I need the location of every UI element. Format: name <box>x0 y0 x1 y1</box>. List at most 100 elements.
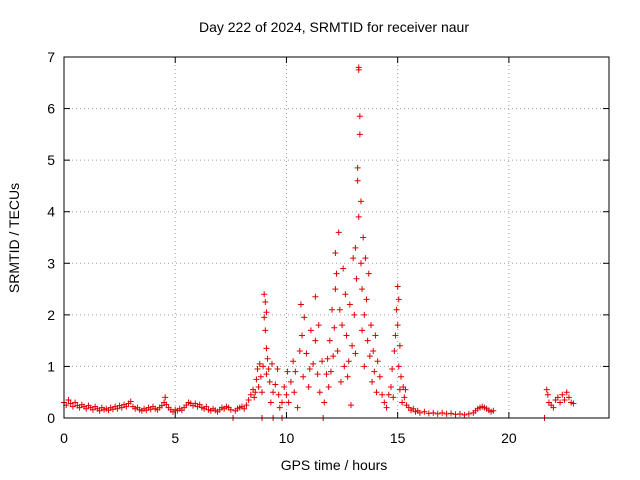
data-point <box>274 366 281 373</box>
data-point <box>354 164 361 171</box>
data-point <box>279 399 285 406</box>
data-point <box>362 255 369 262</box>
data-point <box>300 373 307 380</box>
data-point <box>570 400 577 407</box>
chart-title: Day 222 of 2024, SRMTID for receiver nau… <box>199 19 469 35</box>
data-point <box>292 368 299 375</box>
data-point <box>544 391 551 398</box>
data-point <box>69 403 76 410</box>
data-point <box>203 403 210 410</box>
data-point <box>281 384 288 391</box>
data-point <box>325 384 332 391</box>
data-point <box>333 270 340 277</box>
data-point <box>334 347 341 354</box>
data-point <box>67 400 74 407</box>
data-point <box>305 384 312 391</box>
data-point <box>395 296 402 303</box>
y-tick-label: 5 <box>47 152 55 168</box>
data-point <box>332 286 339 293</box>
data-point <box>262 298 269 305</box>
data-point <box>353 275 360 282</box>
data-point <box>434 410 441 417</box>
data-point <box>266 378 273 385</box>
data-point <box>257 373 264 380</box>
axis-ticks: 0 5 10 15 20 0 1 2 3 4 5 6 7 <box>47 49 609 446</box>
data-point <box>396 386 403 393</box>
data-point <box>319 358 326 365</box>
data-point <box>363 296 370 303</box>
data-point <box>265 366 272 373</box>
data-point <box>352 350 359 357</box>
data-point <box>196 401 203 408</box>
data-point <box>314 371 321 378</box>
data-point <box>267 399 274 406</box>
y-tick-label: 7 <box>47 49 55 65</box>
data-point <box>381 399 388 406</box>
data-point <box>367 322 374 329</box>
data-point <box>247 391 254 398</box>
y-tick-label: 2 <box>47 307 55 323</box>
data-point <box>345 358 352 365</box>
data-point <box>396 342 403 349</box>
y-tick-label: 1 <box>47 358 55 374</box>
data-point <box>255 384 262 391</box>
data-point <box>270 389 277 396</box>
x-tick-label: 15 <box>390 430 406 446</box>
data-point <box>162 394 169 401</box>
data-point <box>263 345 270 352</box>
y-tick-label: 3 <box>47 255 55 271</box>
data-point <box>285 399 292 406</box>
data-point <box>262 327 269 334</box>
data-point <box>65 396 72 403</box>
data-point <box>371 368 378 375</box>
data-point <box>402 386 409 393</box>
data-point <box>391 347 398 354</box>
data-point <box>343 332 350 339</box>
data-point <box>312 337 319 344</box>
data-point <box>563 389 570 396</box>
data-point <box>326 337 333 344</box>
data-point <box>243 402 250 409</box>
data-point <box>301 314 308 321</box>
data-point <box>89 406 96 413</box>
data-point <box>364 337 371 344</box>
data-point <box>261 314 268 321</box>
data-point <box>290 358 297 365</box>
data-point <box>390 394 397 401</box>
data-point <box>543 386 550 393</box>
data-point <box>315 322 322 329</box>
data-point <box>310 360 317 367</box>
data-point <box>557 399 564 406</box>
data-point <box>349 342 356 349</box>
data-point <box>245 396 252 403</box>
data-point <box>410 405 417 412</box>
data-point <box>561 396 568 403</box>
data-point <box>321 399 328 406</box>
data-point <box>376 373 383 380</box>
data-point <box>263 309 270 316</box>
data-point <box>350 255 357 262</box>
data-point <box>370 347 377 354</box>
data-point <box>332 249 339 256</box>
data-point <box>227 406 234 413</box>
x-axis-label: GPS time / hours <box>281 457 388 473</box>
data-point <box>461 411 468 418</box>
data-point <box>394 283 401 290</box>
data-point <box>324 355 331 362</box>
data-point <box>388 384 394 391</box>
data-point <box>379 391 386 398</box>
data-point <box>346 301 353 308</box>
data-point <box>253 376 260 383</box>
data-point <box>398 373 405 380</box>
data-point <box>258 389 265 396</box>
y-tick-label: 4 <box>47 204 55 220</box>
data-point <box>123 403 130 410</box>
data-point <box>256 360 263 367</box>
data-points <box>61 64 577 421</box>
data-point <box>448 410 455 417</box>
y-axis-label: SRMTID / TECUs <box>6 183 22 293</box>
data-point <box>416 409 423 416</box>
data-point <box>72 399 79 406</box>
data-point <box>361 311 368 318</box>
